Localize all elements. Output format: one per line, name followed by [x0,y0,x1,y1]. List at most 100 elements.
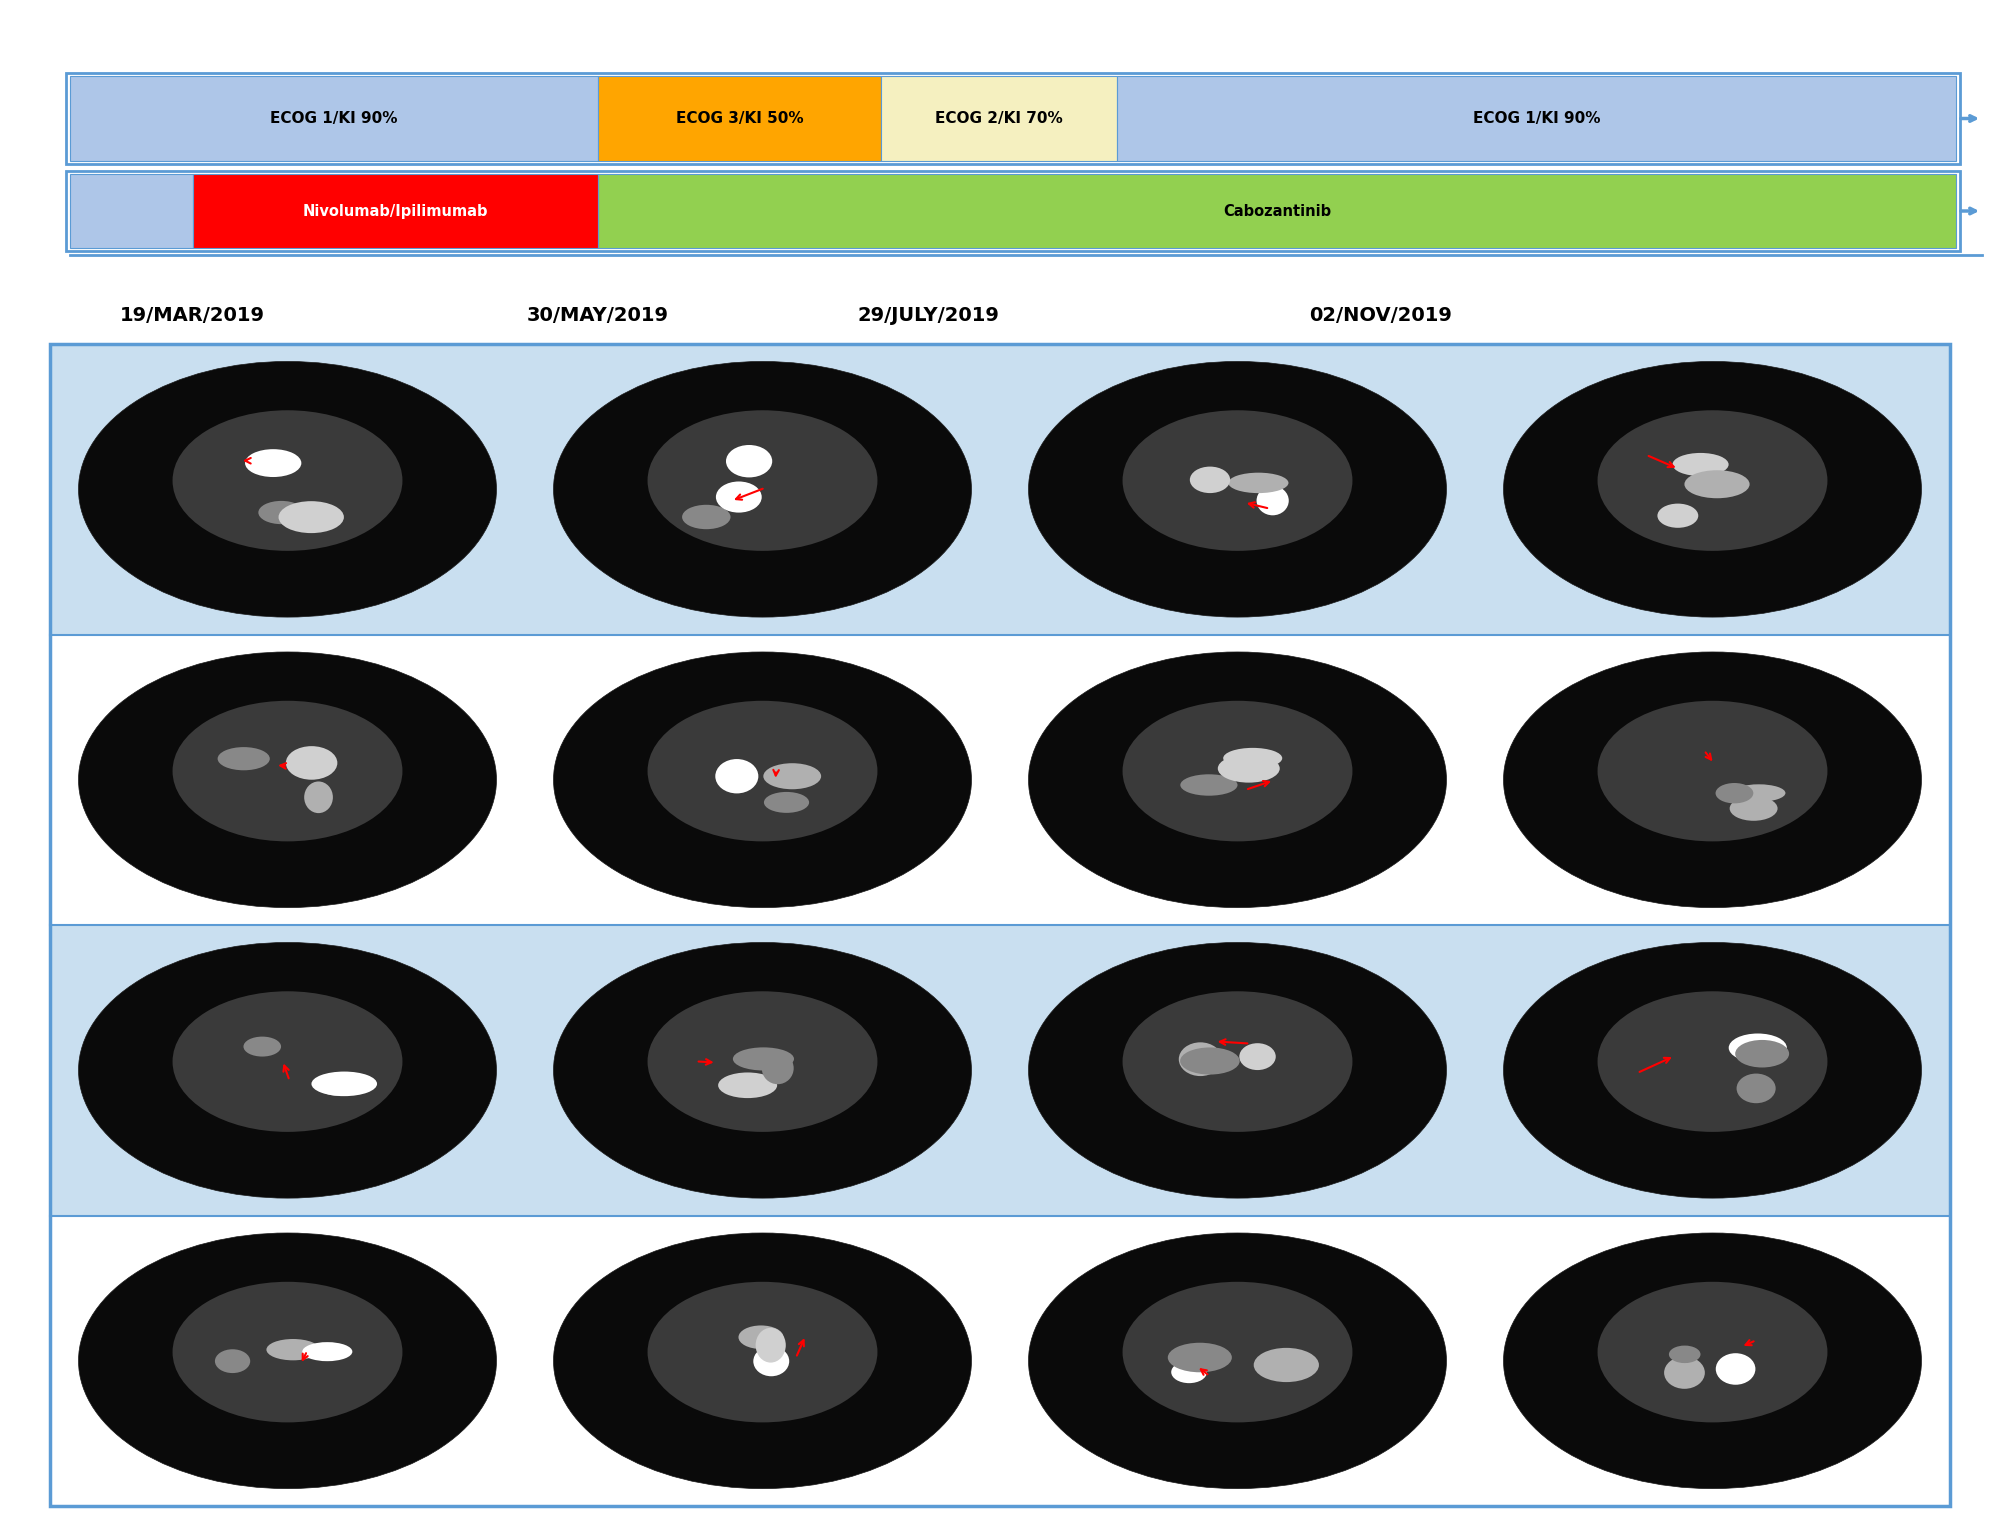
Ellipse shape [278,502,344,534]
Ellipse shape [716,758,758,794]
Ellipse shape [266,1339,320,1361]
Ellipse shape [172,700,402,841]
Ellipse shape [172,1281,402,1422]
Ellipse shape [554,942,972,1199]
Bar [50,1216,1950,1506]
Text: Cabozantinib: Cabozantinib [1222,203,1332,219]
Ellipse shape [648,1281,878,1422]
Ellipse shape [1684,471,1750,498]
Ellipse shape [1122,991,1352,1131]
Ellipse shape [1716,783,1754,803]
Ellipse shape [554,361,972,618]
Ellipse shape [1598,700,1828,841]
Ellipse shape [302,1342,352,1361]
Ellipse shape [1730,797,1778,821]
Ellipse shape [648,410,878,550]
Ellipse shape [648,991,878,1131]
Ellipse shape [1664,1356,1704,1388]
Ellipse shape [244,1037,282,1057]
Ellipse shape [1180,1047,1240,1075]
Ellipse shape [738,1326,784,1349]
Text: ECOG 2/KI 70%: ECOG 2/KI 70% [934,112,1062,125]
Ellipse shape [172,991,402,1131]
Ellipse shape [1122,700,1352,841]
Ellipse shape [1256,486,1288,515]
Ellipse shape [1504,361,1922,618]
Bar [880,76,1116,161]
Ellipse shape [78,1232,496,1489]
Text: Nivolumab/Ipilimumab: Nivolumab/Ipilimumab [302,203,488,219]
Ellipse shape [1598,410,1828,550]
Ellipse shape [732,1047,794,1070]
Ellipse shape [1028,651,1446,908]
Ellipse shape [764,792,810,813]
Bar [50,925,1950,1216]
Ellipse shape [1122,410,1352,550]
Ellipse shape [1672,453,1728,476]
Bar [70,76,598,161]
Bar [1116,76,1956,161]
Bar [50,344,1950,1506]
Ellipse shape [1504,942,1922,1199]
Ellipse shape [218,748,270,771]
Ellipse shape [1736,1040,1790,1067]
Text: ECOG 3/KI 50%: ECOG 3/KI 50% [676,112,804,125]
Ellipse shape [304,781,332,813]
Bar [66,171,1960,251]
Text: 30/MAY/2019: 30/MAY/2019 [528,306,670,324]
Ellipse shape [1178,1043,1222,1076]
Text: 02/NOV/2019: 02/NOV/2019 [1310,306,1452,324]
Ellipse shape [754,1346,790,1376]
Ellipse shape [312,1072,378,1096]
Ellipse shape [1504,1232,1922,1489]
Ellipse shape [78,651,496,908]
Ellipse shape [1122,1281,1352,1422]
Ellipse shape [1172,1361,1206,1384]
Bar [598,174,1956,248]
Bar [598,76,880,161]
Bar [192,174,598,248]
Bar [66,73,1960,164]
Ellipse shape [1598,991,1828,1131]
Ellipse shape [1716,1353,1756,1385]
Bar [50,635,1950,925]
Ellipse shape [78,942,496,1199]
Ellipse shape [286,746,338,780]
Ellipse shape [1180,774,1238,795]
Ellipse shape [1218,754,1280,783]
Ellipse shape [1668,1346,1700,1362]
Ellipse shape [172,410,402,550]
Ellipse shape [1728,1034,1786,1063]
Ellipse shape [682,505,730,529]
Text: 19/MAR/2019: 19/MAR/2019 [120,306,266,324]
Ellipse shape [1224,748,1282,769]
Ellipse shape [726,445,772,477]
Ellipse shape [1598,1281,1828,1422]
Ellipse shape [554,651,972,908]
Ellipse shape [756,1327,786,1362]
Ellipse shape [1228,472,1288,494]
Ellipse shape [718,1072,778,1098]
Ellipse shape [1168,1342,1232,1373]
Ellipse shape [1658,503,1698,528]
Bar [70,174,192,248]
Ellipse shape [554,1232,972,1489]
Ellipse shape [1028,942,1446,1199]
Bar [50,344,1950,635]
Ellipse shape [764,763,822,789]
Ellipse shape [1736,1073,1776,1104]
Ellipse shape [78,361,496,618]
Ellipse shape [1028,1232,1446,1489]
Text: ECOG 1/KI 90%: ECOG 1/KI 90% [270,112,398,125]
Ellipse shape [716,482,762,512]
Ellipse shape [1504,651,1922,908]
Ellipse shape [246,450,302,477]
Ellipse shape [1028,361,1446,618]
Ellipse shape [1732,784,1786,801]
Ellipse shape [1190,466,1230,492]
Ellipse shape [316,1073,364,1096]
Text: 29/JULY/2019: 29/JULY/2019 [858,306,1000,324]
Ellipse shape [258,502,304,524]
Ellipse shape [762,1052,794,1084]
Ellipse shape [1254,1349,1318,1382]
